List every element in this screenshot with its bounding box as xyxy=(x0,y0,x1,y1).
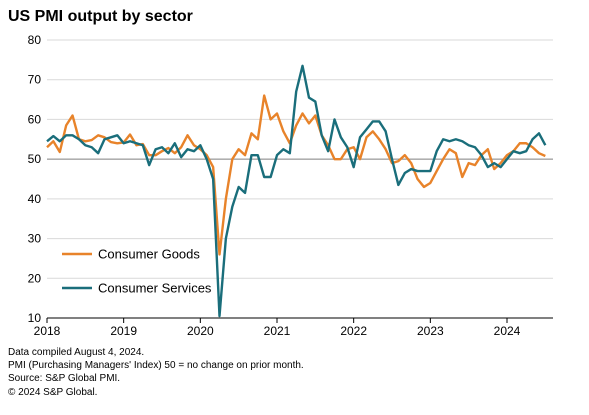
y-tick-label: 60 xyxy=(28,112,42,126)
footnote-copyright: © 2024 S&P Global. xyxy=(8,386,98,398)
legend-label: Consumer Goods xyxy=(98,247,200,262)
y-tick-label: 80 xyxy=(28,33,42,47)
x-tick-label: 2022 xyxy=(340,324,367,338)
x-tick-label: 2021 xyxy=(264,324,291,338)
y-tick-label: 20 xyxy=(28,271,42,285)
x-tick-label: 2019 xyxy=(110,324,137,338)
x-tick-label: 2018 xyxy=(34,324,61,338)
series-line-consumer-goods xyxy=(46,94,546,256)
y-tick-label: 50 xyxy=(28,152,42,166)
series-line-consumer-services xyxy=(46,64,547,318)
y-tick-label: 10 xyxy=(28,311,42,325)
footnote-data-compiled: Data compiled August 4, 2024. xyxy=(8,347,145,358)
x-tick-label: 2023 xyxy=(417,324,444,338)
footnotes: Data compiled August 4, 2024. PMI (Purch… xyxy=(8,346,304,399)
footnote-pmi-definition: PMI (Purchasing Managers' Index) 50 = no… xyxy=(8,360,304,372)
x-tick-label: 2024 xyxy=(494,324,521,338)
legend-label: Consumer Services xyxy=(98,281,212,296)
y-tick-label: 70 xyxy=(28,73,42,87)
line-chart: 10 20 30 40 50 60 70 80 2018 2019 2020 2021 2022 202… xyxy=(28,33,553,338)
x-axis: 2018 2019 2020 2021 2022 2023 2024 xyxy=(34,318,521,338)
chart-title: US PMI output by sector xyxy=(8,8,193,25)
footnote-source: Source: S&P Global PMI. xyxy=(8,373,121,385)
series-layer xyxy=(46,64,547,318)
x-tick-label: 2020 xyxy=(187,324,214,338)
legend: Consumer Goods Consumer Services xyxy=(62,247,212,296)
y-tick-label: 30 xyxy=(28,232,42,246)
y-axis: 10 20 30 40 50 60 70 80 xyxy=(28,33,553,325)
y-tick-label: 40 xyxy=(28,192,42,206)
